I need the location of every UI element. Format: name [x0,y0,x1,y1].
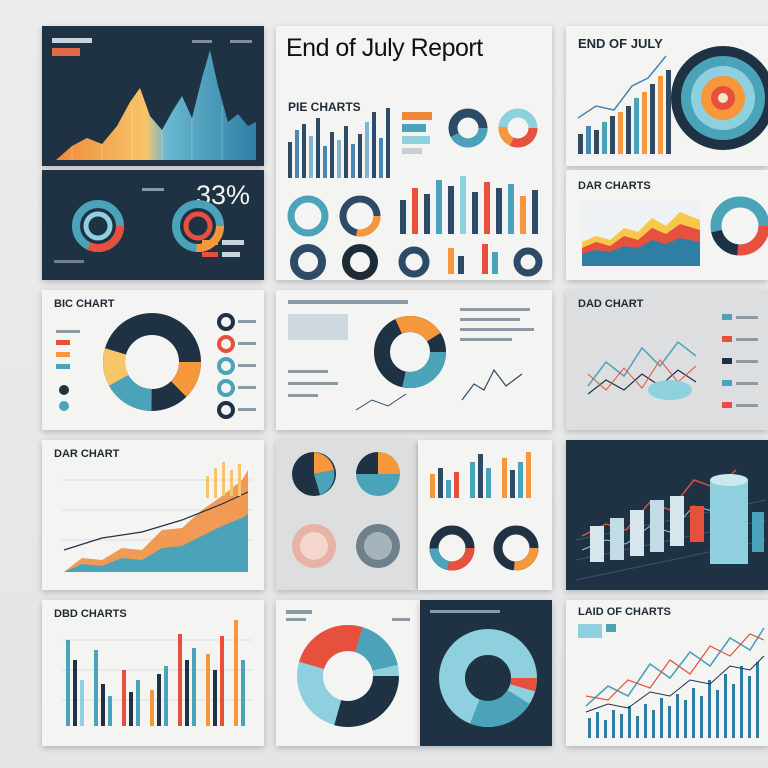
dar-charts-panel: DAR CHARTS [566,170,768,280]
dbd-charts-panel: DBD CHARTS [42,600,264,746]
end-of-july-heading: END OF JULY [578,36,663,51]
laid-line-chart [578,624,765,738]
large-donut [286,610,410,727]
pie-lines-panel [276,290,552,430]
laid-of-charts-panel: LAID OF CHARTS [566,600,768,746]
area-chart-panel [42,26,264,166]
title-panel: End of July Report PIE CHARTS [276,26,552,280]
pie-charts-heading: PIE CHARTS [288,100,361,114]
dad-line-chart [587,314,758,408]
dad-chart-heading: DAD CHART [578,298,644,310]
title-panel-charts [287,108,543,280]
dark-donut [430,610,537,727]
dark-3d-bars [575,469,767,581]
bars-donuts [429,452,539,571]
dar-area-chart [582,196,768,266]
dark-donuts [54,188,244,263]
bic-chart-panel: BIC CHART [42,290,264,430]
dark-3d-bars-panel [566,440,768,590]
large-donut-panel [276,600,420,746]
bic-donut-chart [56,313,256,419]
bars-donuts-panel [418,440,552,590]
area-chart [52,38,256,160]
dbd-bar-chart [62,620,252,726]
donut-percent-panel: 33% [42,170,264,280]
end-of-july-panel: END OF JULY [566,26,768,166]
report-title: End of July Report [286,34,483,62]
dar-chart-panel: DAR CHART [42,440,264,590]
pies-grid-panel [276,440,416,590]
pie-lines-charts [288,300,534,411]
bic-chart-heading: BIC CHART [54,298,115,310]
laid-of-charts-heading: LAID OF CHARTS [578,606,671,618]
dar-bar-chart [62,462,252,572]
dar-chart-heading: DAR CHART [54,448,120,460]
pies-grid [292,452,400,568]
dad-chart-panel: DAD CHART [566,290,768,430]
dbd-charts-heading: DBD CHARTS [54,608,127,620]
end-of-july-charts [577,46,768,154]
dark-donut-panel [420,600,552,746]
dar-charts-heading: DAR CHARTS [578,180,651,192]
